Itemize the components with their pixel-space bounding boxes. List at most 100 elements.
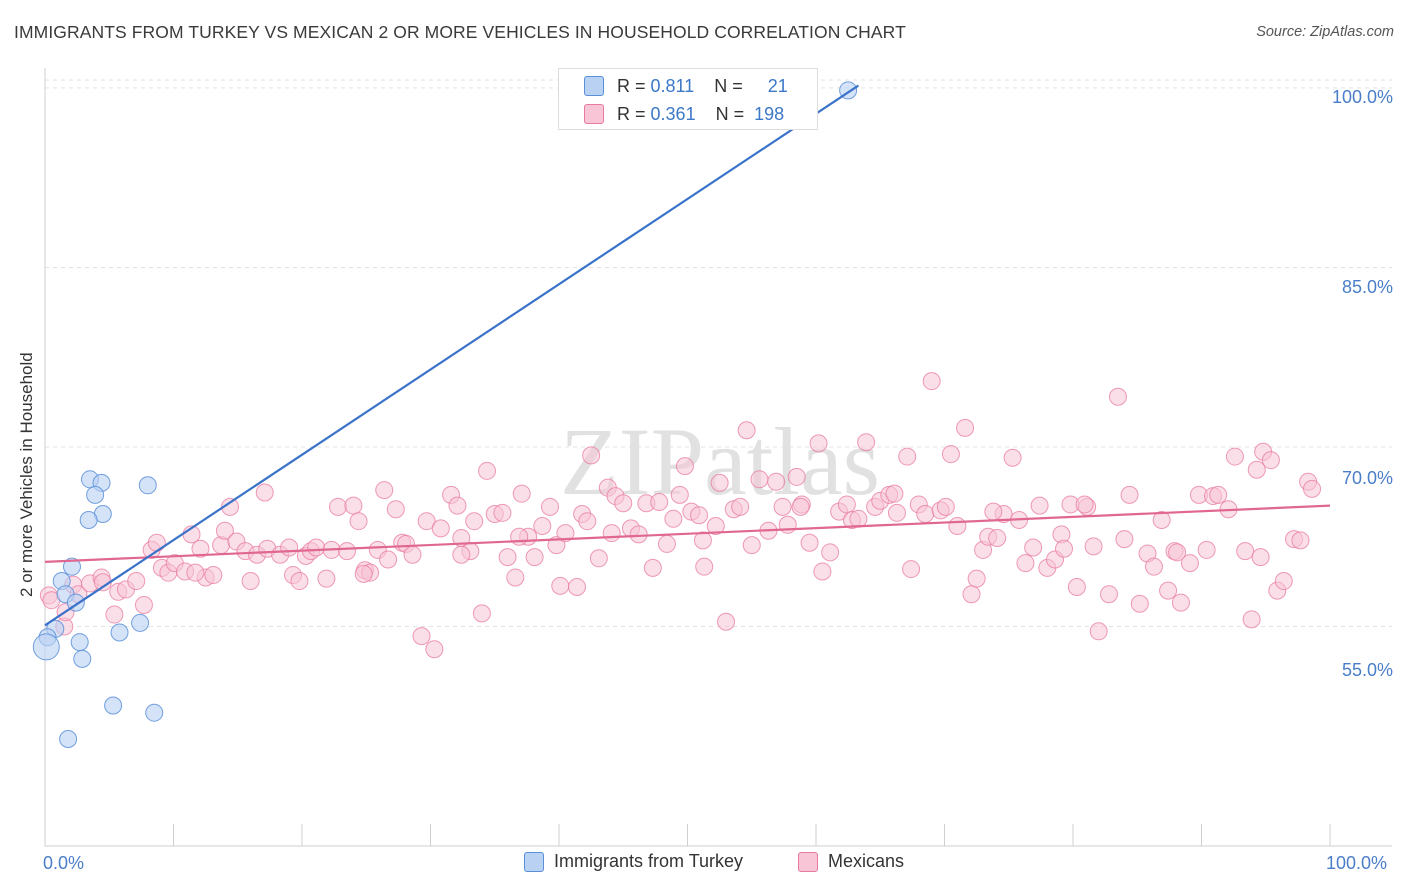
mexicans-point <box>582 446 601 465</box>
mexicans-point <box>657 534 676 553</box>
mexicans-point <box>403 545 422 564</box>
mexicans-points <box>39 372 1322 659</box>
mexicans-point <box>690 506 709 525</box>
mexicans-point <box>710 473 729 492</box>
mexicans-point <box>693 531 712 550</box>
mexicans-point <box>412 627 431 646</box>
mexicans-point <box>1120 485 1139 504</box>
turkey-point <box>62 557 81 576</box>
mexicans-point <box>1152 511 1171 529</box>
legend-item-mexicans[interactable]: Mexicans <box>798 851 904 872</box>
legend-label-turkey: Immigrants from Turkey <box>554 851 744 871</box>
mexicans-point <box>1197 540 1216 559</box>
mexicans-point <box>493 503 512 522</box>
mexicans-point <box>1171 593 1190 612</box>
y-tick-label-100: 100.0% <box>1331 87 1393 107</box>
mexicans-point <box>147 533 166 552</box>
mexicans-point <box>670 485 689 504</box>
mexicans-point <box>375 481 394 500</box>
mexicans-point <box>551 576 570 595</box>
mexicans-point <box>578 512 597 531</box>
x-tick-label-max: 100.0% <box>1326 853 1388 873</box>
mexicans-point <box>773 497 792 516</box>
turkey-legend-swatch <box>524 851 544 872</box>
mexicans-point <box>1242 610 1261 629</box>
turkey-swatch <box>584 76 604 96</box>
mexicans-point <box>731 497 750 516</box>
mexicans-point <box>885 484 904 503</box>
mexicans-point <box>1030 496 1049 515</box>
mexicans-point <box>307 538 326 557</box>
turkey-point <box>70 633 89 652</box>
chart-title: IMMIGRANTS FROM TURKEY VS MEXICAN 2 OR M… <box>14 22 906 42</box>
mexicans-point <box>354 564 373 583</box>
mexicans-point <box>452 545 471 564</box>
mexicans-point <box>1251 548 1270 567</box>
turkey-point <box>131 613 150 632</box>
mexicans-point <box>510 527 529 546</box>
mexicans-point <box>134 595 153 614</box>
r-value-mexicans: 0.361 <box>650 103 696 124</box>
mexicans-point <box>1067 578 1086 597</box>
mexicans-point <box>1099 585 1118 604</box>
mexicans-point <box>643 558 662 577</box>
mexicans-point <box>191 539 210 558</box>
turkey-point <box>104 696 123 715</box>
mexicans-point <box>967 569 986 588</box>
y-tick-label-85: 85.0% <box>1341 277 1393 297</box>
y-tick-label-55: 55.0% <box>1341 660 1393 680</box>
mexicans-point <box>215 521 234 540</box>
mexicans-point <box>317 569 336 588</box>
mexicans-point <box>800 533 819 552</box>
mexicans-point <box>567 578 586 597</box>
mexicans-point <box>1303 479 1322 498</box>
x-tick-label-min: 0.0% <box>43 853 85 873</box>
mexicans-point <box>650 493 669 512</box>
mexicans-point <box>478 461 497 480</box>
mexicans-point <box>512 484 531 503</box>
mexicans-point <box>675 457 694 476</box>
turkey-point <box>59 730 78 749</box>
mexicans-point <box>472 604 491 623</box>
mexicans-point <box>379 550 398 569</box>
turkey-point <box>79 511 98 529</box>
n-value-turkey: 21 <box>767 75 788 96</box>
mexicans-point <box>533 516 552 535</box>
mexicans-point <box>857 433 876 452</box>
mexicans-point <box>186 563 205 582</box>
n-value-mexicans: 198 <box>754 103 785 124</box>
mexicans-point <box>280 538 299 557</box>
mexicans-point <box>787 467 806 486</box>
legend-item-turkey[interactable]: Immigrants from Turkey <box>524 851 743 872</box>
mexicans-point <box>809 434 828 453</box>
mexicans-point <box>349 512 368 531</box>
stats-legend: R = 0.811 N = 21 R = 0.361 N = 198 <box>558 68 818 130</box>
mexicans-point <box>737 421 756 440</box>
mexicans-point <box>988 528 1007 547</box>
mexicans-point <box>1024 538 1043 557</box>
mexicans-point <box>498 548 517 567</box>
mexicans-point <box>916 505 935 524</box>
mexicans-point <box>791 497 810 516</box>
mexicans-legend-swatch <box>798 851 818 872</box>
mexicans-point <box>1108 387 1127 406</box>
mexicans-point <box>204 566 223 585</box>
n-label: N = <box>714 75 743 96</box>
mexicans-point <box>589 549 608 568</box>
turkey-point <box>110 623 129 642</box>
mexicans-point <box>1055 539 1074 558</box>
mexicans-point <box>821 543 840 562</box>
mexicans-point <box>255 483 274 502</box>
mexicans-point <box>1247 460 1266 479</box>
mexicans-point <box>1075 495 1094 514</box>
mexicans-point <box>717 612 736 631</box>
mexicans-point <box>898 447 917 466</box>
turkey-point <box>73 649 92 668</box>
trend-lines <box>44 84 1331 627</box>
mexicans-point <box>344 496 363 515</box>
mexicans-point <box>887 503 906 522</box>
mexicans-point <box>1016 554 1035 573</box>
mexicans-point <box>614 494 633 513</box>
y-tick-label-70: 70.0% <box>1341 468 1393 488</box>
mexicans-point <box>386 500 405 519</box>
